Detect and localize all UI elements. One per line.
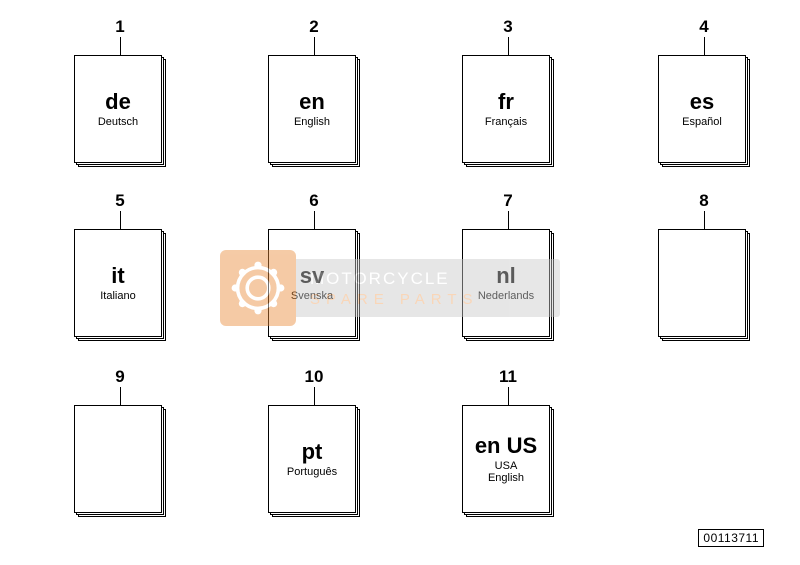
item-number: 6 — [254, 192, 374, 209]
booklet-icon: en US USA English — [462, 405, 554, 517]
language-code: es — [690, 90, 714, 113]
language-code: en US — [475, 434, 537, 457]
item-number: 1 — [60, 18, 180, 35]
booklet-front-page: en US USA English — [462, 405, 550, 513]
connector-line — [120, 387, 121, 405]
language-name: Italiano — [100, 290, 135, 302]
booklet-front-page: sv Svenska — [268, 229, 356, 337]
item-number: 7 — [448, 192, 568, 209]
language-code: en — [299, 90, 325, 113]
booklet-front-page: pt Português — [268, 405, 356, 513]
booklet-icon: pt Português — [268, 405, 360, 517]
language-code: pt — [302, 440, 323, 463]
item-number: 3 — [448, 18, 568, 35]
booklet-icon: nl Nederlands — [462, 229, 554, 341]
connector-line — [508, 211, 509, 229]
booklet-front-page: en English — [268, 55, 356, 163]
booklet-icon: it Italiano — [74, 229, 166, 341]
language-code: de — [105, 90, 131, 113]
connector-line — [120, 37, 121, 55]
language-name: Deutsch — [98, 116, 138, 128]
connector-line — [120, 211, 121, 229]
diagram-grid: 1 de Deutsch 2 en English 3 fr Français 4 es Españo… — [0, 0, 800, 565]
item-number: 5 — [60, 192, 180, 209]
booklet-icon: fr Français — [462, 55, 554, 167]
booklet-icon — [658, 229, 750, 341]
item-number: 11 — [448, 368, 568, 385]
connector-line — [314, 211, 315, 229]
diagram-item-2: 2 en English — [254, 18, 374, 167]
language-name: Svenska — [291, 290, 333, 302]
booklet-icon — [74, 405, 166, 517]
diagram-item-5: 5 it Italiano — [60, 192, 180, 341]
connector-line — [314, 387, 315, 405]
connector-line — [704, 37, 705, 55]
diagram-item-4: 4 es Español — [644, 18, 764, 167]
connector-line — [508, 37, 509, 55]
part-number: 00113711 — [703, 531, 759, 545]
language-name: Español — [682, 116, 722, 128]
language-code: fr — [498, 90, 514, 113]
connector-line — [508, 387, 509, 405]
part-number-box: 00113711 — [698, 529, 764, 547]
booklet-front-page: it Italiano — [74, 229, 162, 337]
language-name: USA English — [488, 460, 524, 484]
booklet-front-page: nl Nederlands — [462, 229, 550, 337]
booklet-icon: de Deutsch — [74, 55, 166, 167]
diagram-item-1: 1 de Deutsch — [60, 18, 180, 167]
booklet-front-page: de Deutsch — [74, 55, 162, 163]
connector-line — [704, 211, 705, 229]
language-code: it — [111, 264, 124, 287]
diagram-item-10: 10 pt Português — [254, 368, 374, 517]
language-code: nl — [496, 264, 516, 287]
diagram-item-11: 11 en US USA English — [448, 368, 568, 517]
item-number: 8 — [644, 192, 764, 209]
item-number: 2 — [254, 18, 374, 35]
connector-line — [314, 37, 315, 55]
diagram-item-8: 8 — [644, 192, 764, 341]
language-name: English — [294, 116, 330, 128]
language-name: Português — [287, 466, 337, 478]
booklet-icon: es Español — [658, 55, 750, 167]
language-name: Nederlands — [478, 290, 534, 302]
diagram-item-9: 9 — [60, 368, 180, 517]
language-code: sv — [300, 264, 324, 287]
booklet-icon: en English — [268, 55, 360, 167]
item-number: 10 — [254, 368, 374, 385]
booklet-front-page: fr Français — [462, 55, 550, 163]
diagram-item-3: 3 fr Français — [448, 18, 568, 167]
language-name: Français — [485, 116, 527, 128]
booklet-front-page: es Español — [658, 55, 746, 163]
booklet-front-page — [74, 405, 162, 513]
diagram-item-7: 7 nl Nederlands — [448, 192, 568, 341]
booklet-icon: sv Svenska — [268, 229, 360, 341]
item-number: 4 — [644, 18, 764, 35]
item-number: 9 — [60, 368, 180, 385]
booklet-front-page — [658, 229, 746, 337]
diagram-item-6: 6 sv Svenska — [254, 192, 374, 341]
